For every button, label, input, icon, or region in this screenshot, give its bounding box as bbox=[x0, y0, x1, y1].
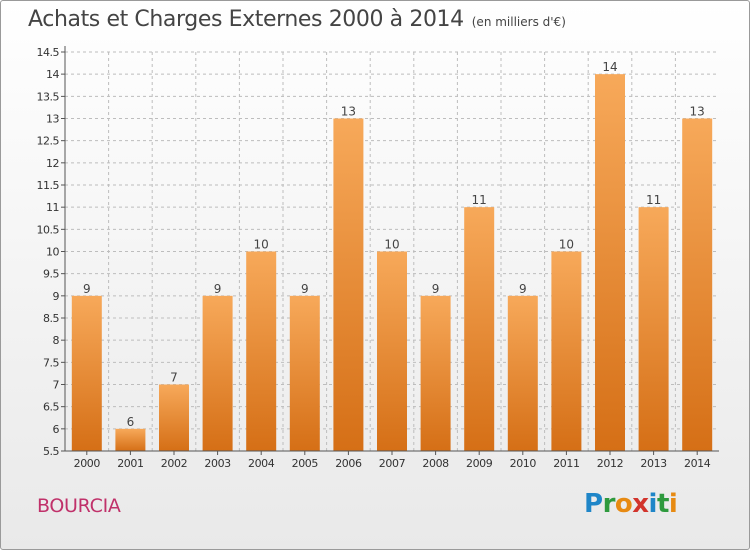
x-tick-label: 2009 bbox=[466, 457, 493, 470]
x-tick-label: 2004 bbox=[248, 457, 275, 470]
x-tick-label: 2006 bbox=[335, 457, 362, 470]
axes bbox=[61, 46, 719, 455]
y-tick-label: 6.5 bbox=[43, 401, 59, 414]
bar bbox=[202, 295, 233, 451]
data-label: 9 bbox=[519, 282, 527, 296]
bar bbox=[246, 251, 277, 451]
x-tick-label: 2014 bbox=[684, 457, 711, 470]
data-label: 9 bbox=[83, 282, 91, 296]
bar bbox=[420, 295, 451, 451]
x-tick-label: 2011 bbox=[553, 457, 579, 470]
y-tick-label: 8 bbox=[53, 334, 60, 347]
logo-letter: x bbox=[632, 489, 649, 519]
y-tick-label: 10.5 bbox=[37, 223, 60, 236]
bar bbox=[595, 74, 625, 452]
x-tick-label: 2013 bbox=[640, 457, 667, 470]
labels: 5.5 6 6.5 7 7.5 8 8.5 9 9.5 10 10.5 11 11.5 12 12.5 13 1… bbox=[37, 46, 712, 470]
y-tick-label: 12 bbox=[46, 157, 59, 170]
logo-letter: t bbox=[656, 489, 669, 519]
y-tick-label: 7 bbox=[53, 379, 60, 392]
bar bbox=[682, 118, 713, 451]
x-tick-label: 2000 bbox=[74, 457, 101, 470]
y-tick-label: 14.5 bbox=[37, 46, 60, 59]
x-tick-label: 2010 bbox=[510, 457, 537, 470]
y-tick-label: 6 bbox=[53, 423, 60, 436]
chart-unit: (en milliers d'€) bbox=[471, 15, 566, 29]
bar bbox=[464, 207, 495, 451]
y-tick-label: 10 bbox=[46, 246, 59, 259]
bar bbox=[333, 118, 364, 451]
data-label: 11 bbox=[646, 193, 661, 207]
bar bbox=[638, 207, 669, 451]
data-label: 14 bbox=[602, 60, 617, 74]
bar bbox=[71, 295, 102, 451]
data-label: 9 bbox=[301, 282, 309, 296]
bar bbox=[507, 295, 538, 451]
y-tick-label: 11.5 bbox=[37, 179, 60, 192]
x-tick-label: 2012 bbox=[597, 457, 623, 470]
y-tick-label: 5.5 bbox=[43, 445, 59, 458]
y-tick-label: 13 bbox=[46, 113, 59, 126]
proxiti-logo: Proxiti bbox=[584, 489, 678, 519]
y-tick-label: 14 bbox=[46, 68, 59, 81]
y-tick-label: 7.5 bbox=[43, 356, 59, 369]
y-tick-label: 8.5 bbox=[43, 312, 59, 325]
x-tick-label: 2001 bbox=[117, 457, 143, 470]
x-tick-label: 2003 bbox=[204, 457, 231, 470]
logo-letter: i bbox=[668, 489, 678, 519]
commune-name: BOURCIA bbox=[37, 495, 121, 517]
data-label: 13 bbox=[341, 105, 356, 119]
bar bbox=[289, 295, 320, 451]
logo-letter: r bbox=[602, 489, 616, 519]
bar bbox=[159, 384, 189, 451]
x-tick-label: 2002 bbox=[161, 457, 187, 470]
data-label: 10 bbox=[559, 238, 574, 252]
y-tick-label: 9.5 bbox=[43, 268, 59, 281]
logo-letter: i bbox=[648, 489, 658, 519]
data-label: 6 bbox=[127, 415, 135, 429]
y-tick-label: 9 bbox=[53, 290, 60, 303]
chart-title: Achats et Charges Externes 2000 à 2014 bbox=[28, 7, 464, 32]
data-label: 13 bbox=[690, 105, 705, 119]
data-label: 10 bbox=[254, 238, 269, 252]
x-tick-label: 2005 bbox=[292, 457, 319, 470]
logo-letter: P bbox=[584, 489, 603, 519]
data-label: 11 bbox=[472, 193, 487, 207]
bar bbox=[115, 428, 146, 451]
logo-letter: o bbox=[614, 489, 633, 519]
data-label: 7 bbox=[170, 371, 178, 385]
y-tick-label: 12.5 bbox=[37, 135, 60, 148]
y-tick-label: 11 bbox=[46, 201, 59, 214]
bars bbox=[71, 74, 713, 452]
data-label: 9 bbox=[432, 282, 440, 296]
bar bbox=[551, 251, 582, 451]
chart-title-block: Achats et Charges Externes 2000 à 2014 (e… bbox=[28, 7, 566, 32]
x-tick-label: 2008 bbox=[422, 457, 449, 470]
bar bbox=[377, 251, 407, 451]
x-tick-label: 2007 bbox=[379, 457, 406, 470]
data-label: 10 bbox=[384, 238, 399, 252]
y-tick-label: 13.5 bbox=[37, 90, 60, 103]
data-label: 9 bbox=[214, 282, 222, 296]
